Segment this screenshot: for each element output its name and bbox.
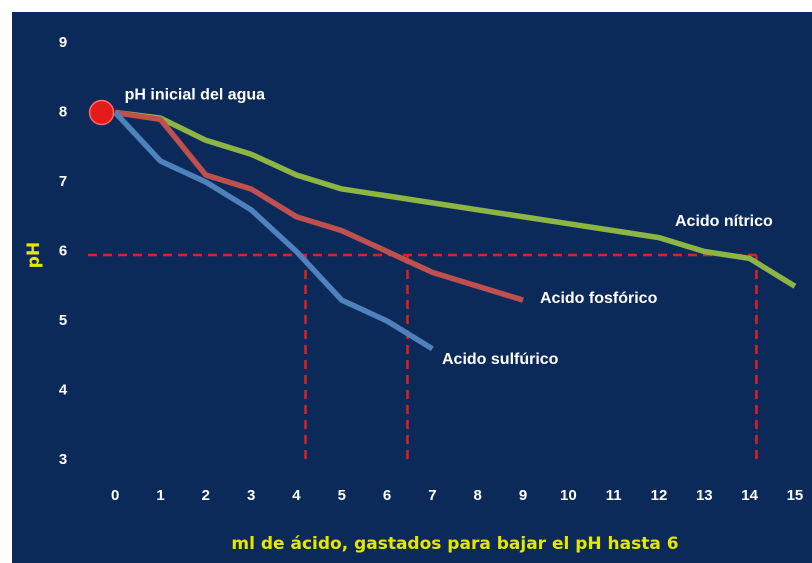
x-tick-label: 0 — [111, 487, 119, 504]
x-tick-label: 10 — [560, 487, 577, 504]
series-line — [114, 109, 524, 303]
x-tick-label: 7 — [428, 487, 436, 504]
y-tick-label: 5 — [59, 312, 67, 329]
x-tick-label: 1 — [156, 487, 164, 504]
x-tick-label: 4 — [292, 487, 301, 504]
series-label: Acido nítrico — [675, 213, 773, 230]
x-tick-label: 11 — [606, 487, 622, 504]
x-tick-label: 13 — [696, 487, 713, 504]
y-tick-label: 7 — [59, 173, 67, 190]
annotation-label: pH inicial del agua — [125, 87, 266, 104]
series-line — [113, 110, 434, 352]
y-axis-title: pH — [24, 242, 44, 268]
y-tick-label: 3 — [59, 451, 67, 468]
x-tick-label: 2 — [202, 487, 210, 504]
chart-background — [12, 12, 812, 563]
y-tick-label: 8 — [59, 103, 67, 120]
x-tick-label: 14 — [741, 487, 758, 504]
x-tick-label: 6 — [383, 487, 391, 504]
annotation-marker — [88, 99, 115, 126]
series-line — [114, 109, 797, 289]
series-label: Acido sulfúrico — [442, 351, 559, 368]
x-tick-label: 5 — [338, 487, 346, 504]
y-tick-label: 4 — [59, 381, 68, 398]
x-tick-label: 15 — [787, 487, 804, 504]
y-tick-label: 6 — [59, 242, 67, 259]
x-tick-label: 8 — [474, 487, 482, 504]
x-tick-label: 12 — [651, 487, 668, 504]
x-tick-label: 3 — [247, 487, 255, 504]
series-label: Acido fosfórico — [540, 290, 658, 307]
y-tick-label: 9 — [59, 34, 67, 51]
x-axis-title: ml de ácido, gastados para bajar el pH h… — [231, 534, 678, 554]
x-tick-label: 9 — [519, 487, 527, 504]
